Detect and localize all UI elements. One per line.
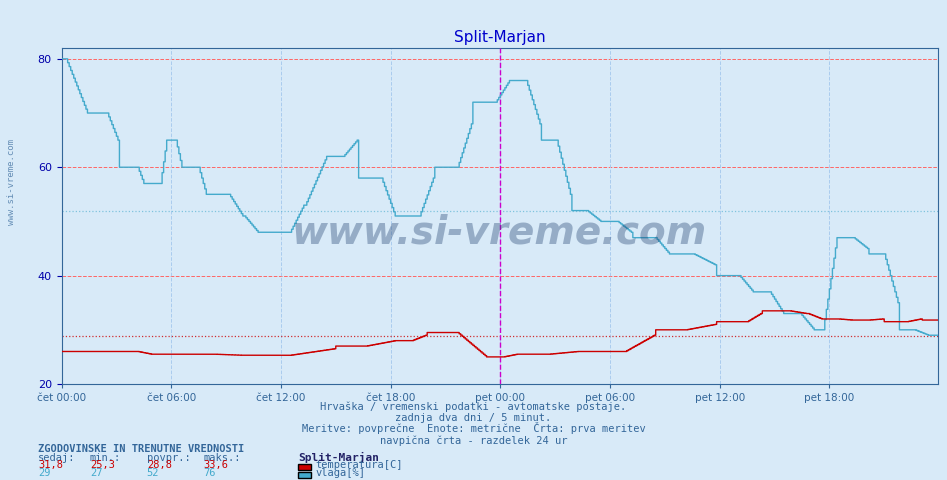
Text: Hrvaška / vremenski podatki - avtomatske postaje.: Hrvaška / vremenski podatki - avtomatske… (320, 402, 627, 412)
Text: www.si-vreme.com: www.si-vreme.com (7, 139, 16, 226)
Text: sedaj:: sedaj: (38, 453, 76, 463)
Title: Split-Marjan: Split-Marjan (454, 30, 545, 46)
Text: vlaga[%]: vlaga[%] (315, 468, 366, 478)
Text: 33,6: 33,6 (204, 460, 228, 470)
Text: 31,8: 31,8 (38, 460, 63, 470)
Text: min.:: min.: (90, 453, 121, 463)
Text: Meritve: povprečne  Enote: metrične  Črta: prva meritev: Meritve: povprečne Enote: metrične Črta:… (302, 422, 645, 434)
Text: navpična črta - razdelek 24 ur: navpična črta - razdelek 24 ur (380, 435, 567, 445)
Text: 25,3: 25,3 (90, 460, 115, 470)
Text: www.si-vreme.com: www.si-vreme.com (292, 214, 707, 252)
Text: 52: 52 (147, 468, 159, 478)
Text: maks.:: maks.: (204, 453, 241, 463)
Text: 76: 76 (204, 468, 216, 478)
Text: temperatura[C]: temperatura[C] (315, 460, 402, 470)
Text: 27: 27 (90, 468, 102, 478)
Text: 28,8: 28,8 (147, 460, 171, 470)
Text: Split-Marjan: Split-Marjan (298, 452, 380, 463)
Text: povpr.:: povpr.: (147, 453, 190, 463)
Text: zadnja dva dni / 5 minut.: zadnja dva dni / 5 minut. (396, 413, 551, 423)
Text: ZGODOVINSKE IN TRENUTNE VREDNOSTI: ZGODOVINSKE IN TRENUTNE VREDNOSTI (38, 444, 244, 454)
Text: 29: 29 (38, 468, 50, 478)
